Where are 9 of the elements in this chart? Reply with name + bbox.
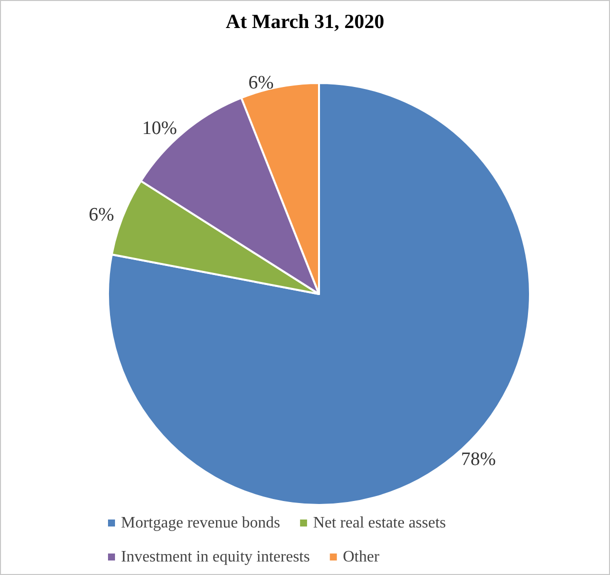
- legend-label: Mortgage revenue bonds: [121, 514, 280, 532]
- legend-label: Investment in equity interests: [121, 548, 310, 566]
- data-label: 6%: [88, 204, 114, 226]
- data-label: 10%: [142, 118, 178, 139]
- legend-label: Other: [342, 548, 380, 566]
- data-label: 78%: [461, 449, 496, 470]
- legend-label: Net real estate assets: [313, 514, 446, 532]
- data-label: 6%: [248, 72, 274, 94]
- chart-title: At March 31, 2020: [226, 11, 384, 33]
